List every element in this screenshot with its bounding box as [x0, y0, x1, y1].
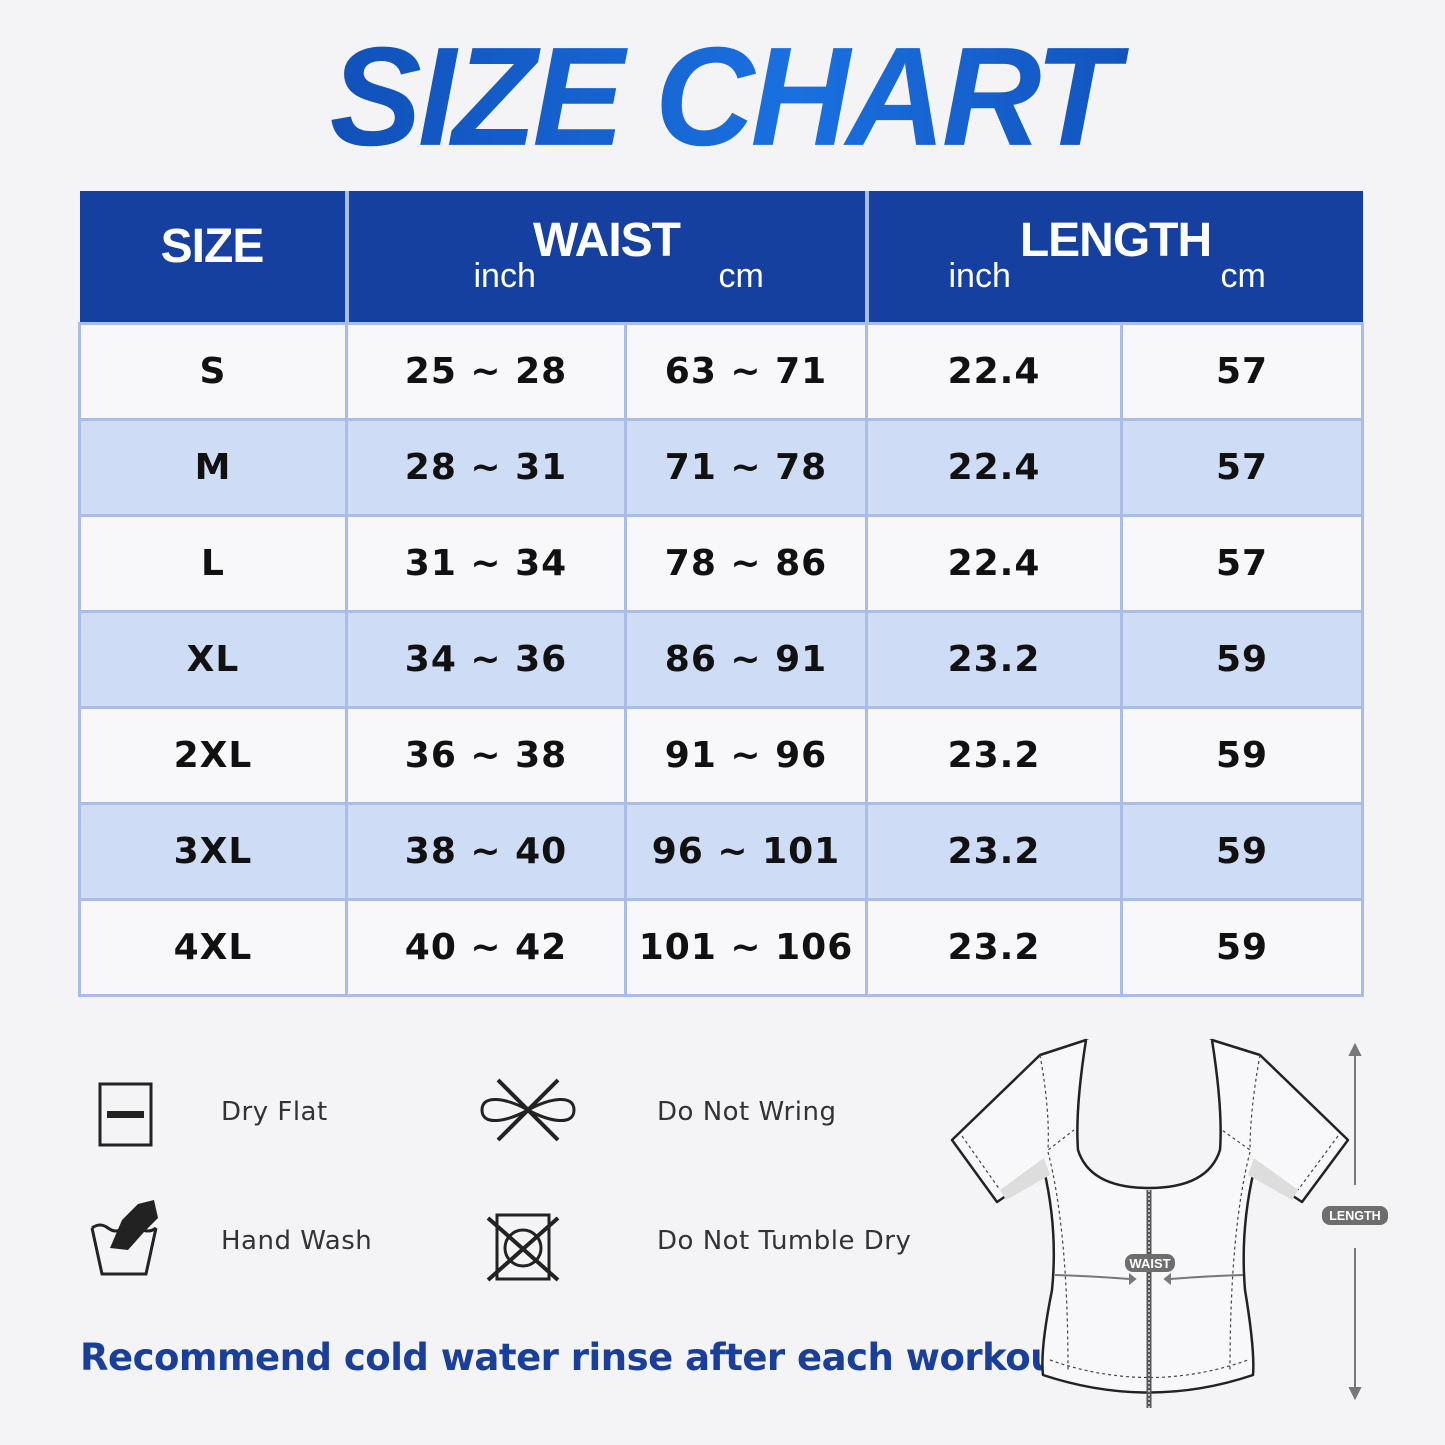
- care-note: Recommend cold water rinse after each wo…: [80, 1336, 1087, 1379]
- length-unit-inch: inch: [948, 257, 1011, 295]
- do-not-wring-label: Do Not Wring: [657, 1097, 837, 1127]
- cell-waist-cm: 101 ~ 106: [624, 898, 868, 997]
- table-row: L 31 ~ 34 78 ~ 86 22.4 57: [78, 514, 1364, 613]
- cell-waist-inch: 34 ~ 36: [345, 610, 627, 709]
- length-unit-cm: cm: [1220, 257, 1266, 295]
- cell-size: M: [78, 418, 348, 517]
- cell-size: L: [78, 514, 348, 613]
- waist-tag: [1125, 1254, 1175, 1272]
- table-row: XL 34 ~ 36 86 ~ 91 23.2 59: [78, 610, 1364, 709]
- cell-length-inch: 23.2: [865, 610, 1123, 709]
- cell-length-cm: 59: [1120, 706, 1364, 805]
- header-waist: WAIST inch cm: [346, 191, 869, 324]
- do-not-tumble-dry-icon: [486, 1213, 560, 1282]
- cell-length-inch: 22.4: [865, 514, 1123, 613]
- dry-flat-icon: [98, 1082, 153, 1147]
- cell-size: 4XL: [78, 898, 348, 997]
- garment-diagram: WAIST LENGTH: [950, 1038, 1388, 1408]
- length-tag: [1322, 1206, 1388, 1225]
- hand-wash-label: Hand Wash: [221, 1226, 373, 1256]
- cell-length-inch: 22.4: [865, 418, 1123, 517]
- cell-length-inch: 23.2: [865, 706, 1123, 805]
- cell-size: 3XL: [78, 802, 348, 901]
- waist-unit-cm: cm: [718, 257, 764, 295]
- size-table: SIZE WAIST inch cm LENGTH inch cm S 25 ~ …: [78, 191, 1364, 997]
- cell-waist-inch: 36 ~ 38: [345, 706, 627, 805]
- waist-unit-inch: inch: [473, 257, 536, 295]
- cell-length-cm: 57: [1120, 322, 1364, 421]
- cell-waist-inch: 40 ~ 42: [345, 898, 627, 997]
- cell-waist-inch: 38 ~ 40: [345, 802, 627, 901]
- table-row: 3XL 38 ~ 40 96 ~ 101 23.2 59: [78, 802, 1364, 901]
- table-row: 2XL 36 ~ 38 91 ~ 96 23.2 59: [78, 706, 1364, 805]
- cell-size: S: [78, 322, 348, 421]
- waist-tag-label: WAIST: [1129, 1256, 1170, 1271]
- hand-wash-icon: [90, 1200, 158, 1276]
- cell-waist-cm: 63 ~ 71: [624, 322, 868, 421]
- cell-length-inch: 23.2: [865, 802, 1123, 901]
- cell-length-cm: 59: [1120, 802, 1364, 901]
- table-row: 4XL 40 ~ 42 101 ~ 106 23.2 59: [78, 898, 1364, 997]
- table-row: S 25 ~ 28 63 ~ 71 22.4 57: [78, 322, 1364, 421]
- cell-waist-cm: 78 ~ 86: [624, 514, 868, 613]
- length-tag-label: LENGTH: [1329, 1209, 1380, 1223]
- cell-length-inch: 23.2: [865, 898, 1123, 997]
- cell-size: 2XL: [78, 706, 348, 805]
- cell-length-cm: 57: [1120, 514, 1364, 613]
- cell-waist-cm: 91 ~ 96: [624, 706, 868, 805]
- cell-waist-cm: 96 ~ 101: [624, 802, 868, 901]
- page-title: SIZE CHART: [0, 16, 1445, 178]
- cell-waist-cm: 71 ~ 78: [624, 418, 868, 517]
- cell-length-cm: 59: [1120, 610, 1364, 709]
- cell-size: XL: [78, 610, 348, 709]
- cell-length-cm: 59: [1120, 898, 1364, 997]
- cell-waist-inch: 28 ~ 31: [345, 418, 627, 517]
- table-row: M 28 ~ 31 71 ~ 78 22.4 57: [78, 418, 1364, 517]
- cell-length-inch: 22.4: [865, 322, 1123, 421]
- cell-length-cm: 57: [1120, 418, 1364, 517]
- do-not-tumble-dry-label: Do Not Tumble Dry: [657, 1226, 912, 1256]
- cell-waist-cm: 86 ~ 91: [624, 610, 868, 709]
- dry-flat-label: Dry Flat: [221, 1097, 328, 1127]
- header-size: SIZE: [79, 191, 349, 324]
- cell-waist-inch: 25 ~ 28: [345, 322, 627, 421]
- header-length: LENGTH inch cm: [866, 191, 1363, 324]
- do-not-wring-icon: [480, 1078, 576, 1142]
- cell-waist-inch: 31 ~ 34: [345, 514, 627, 613]
